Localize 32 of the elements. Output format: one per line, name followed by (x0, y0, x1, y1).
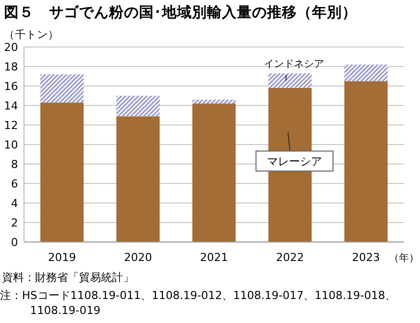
y-tick-label: 10 (4, 138, 18, 152)
x-tick-label: 2020 (124, 251, 152, 264)
y-tick-label: 12 (4, 119, 18, 132)
chart-title: 図５ サゴでん粉の国･地域別輸入量の推移（年別） (4, 4, 357, 22)
bar (116, 116, 160, 242)
x-tick-label: 2022 (276, 251, 304, 264)
bar (192, 104, 236, 242)
y-tick-label: 6 (11, 178, 18, 190)
y-axis-title: （千トン） (4, 28, 59, 41)
bar (344, 81, 388, 242)
bar (40, 102, 84, 242)
bar (40, 74, 84, 103)
bar (344, 64, 388, 82)
series-label: マレーシア (267, 155, 322, 168)
y-tick-label: 16 (4, 80, 18, 93)
y-tick-label: 4 (11, 197, 18, 210)
y-tick-label: 14 (4, 100, 18, 112)
bar (192, 100, 236, 104)
x-axis-title: （年） (389, 252, 419, 264)
y-tick-label: 18 (4, 60, 18, 74)
y-tick-label: 20 (4, 41, 18, 54)
x-tick-label: 2019 (48, 251, 76, 264)
x-tick-label: 2023 (352, 251, 380, 264)
y-tick-label: 8 (11, 158, 18, 171)
series-label: インドネシア (264, 59, 324, 70)
y-tick-label: 2 (11, 216, 18, 230)
bar (268, 73, 312, 88)
bar (116, 96, 160, 116)
x-tick-label: 2021 (200, 251, 228, 264)
y-tick-label: 0 (11, 236, 18, 249)
text: 資料：財務省「貿易統計」 (2, 270, 134, 285)
text: 注：HSコード1108.19-011、1108.19-012、1108.19-017、1108.19-018、1108.19-019 (0, 288, 398, 318)
